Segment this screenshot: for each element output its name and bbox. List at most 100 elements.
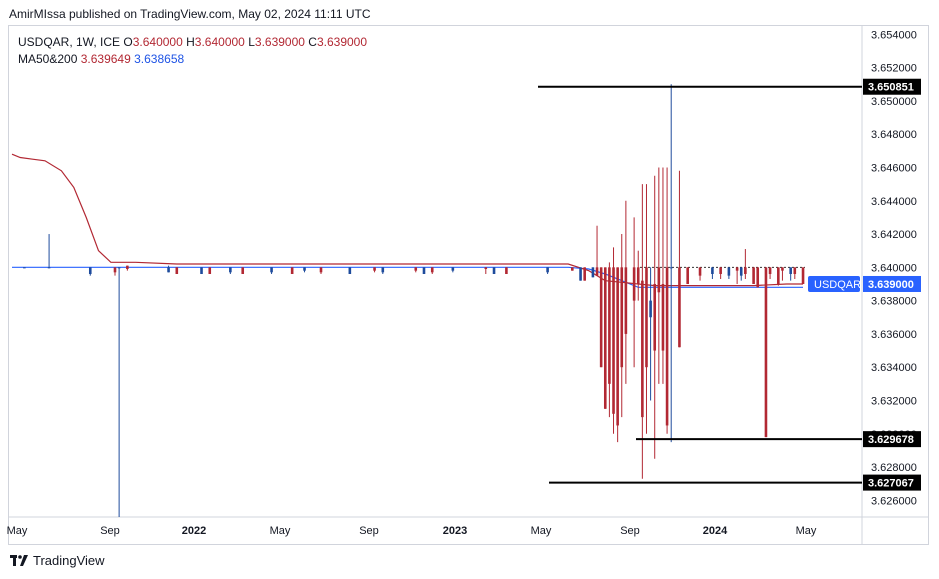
candle-body xyxy=(752,267,755,284)
ma50-line xyxy=(11,153,803,287)
y-tick-label: 3.640000 xyxy=(871,262,917,274)
candle-body xyxy=(23,267,26,269)
close-label: C xyxy=(308,35,317,49)
candle-body xyxy=(484,267,488,270)
candle-body xyxy=(678,267,681,348)
current-price-tag-label: 3.639000 xyxy=(868,279,914,291)
candle-body xyxy=(546,267,549,273)
candle-body xyxy=(632,267,636,301)
candle-body xyxy=(801,267,805,284)
ma200-value: 3.638658 xyxy=(134,52,185,66)
candle-body xyxy=(756,267,760,288)
chart-frame xyxy=(8,25,929,545)
candle-body xyxy=(620,267,624,368)
candle-body xyxy=(657,267,661,293)
candle-body xyxy=(665,267,669,426)
x-axis-label: May xyxy=(270,525,291,537)
candle-body xyxy=(599,267,603,368)
y-tick-label: 3.632000 xyxy=(871,395,917,407)
x-axis-label: Sep xyxy=(359,525,379,537)
x-axis-label: 2022 xyxy=(182,525,206,537)
price-tag xyxy=(863,78,921,95)
candle-body xyxy=(735,267,739,271)
open-value: 3.640000 xyxy=(132,35,183,49)
y-tick-label: 3.638000 xyxy=(871,296,917,308)
y-tick-label: 3.652000 xyxy=(871,63,917,75)
candle-body xyxy=(793,267,797,274)
candle-body xyxy=(303,267,306,271)
candle-body xyxy=(661,283,665,351)
price-tag-label: 3.650851 xyxy=(868,82,914,94)
candle-body xyxy=(117,267,121,269)
x-axis-label: May xyxy=(531,525,552,537)
candle-body xyxy=(649,300,652,318)
tradingview-logo-icon xyxy=(10,554,28,566)
candle-body xyxy=(373,267,376,271)
candle-body xyxy=(113,267,117,273)
candle-body xyxy=(789,267,792,274)
candle-body xyxy=(451,267,455,271)
candle-body xyxy=(414,267,418,271)
candle-body xyxy=(290,267,294,274)
x-axis-label: 2024 xyxy=(703,525,728,537)
candle-body xyxy=(270,267,273,273)
publisher-header: AmirMIssa published on TradingView.com, … xyxy=(9,7,371,21)
price-tag-label: 3.629678 xyxy=(868,434,914,446)
candle-body xyxy=(229,267,232,273)
candle-body xyxy=(241,267,245,274)
price-tag xyxy=(863,431,921,448)
candle-body xyxy=(319,267,323,273)
open-label: O xyxy=(123,35,133,49)
y-tick-label: 3.650000 xyxy=(871,96,917,108)
candle-body xyxy=(595,267,599,276)
symbol-price-tag xyxy=(808,275,860,292)
y-tick-label: 3.636000 xyxy=(871,329,917,341)
candle-body xyxy=(698,267,702,276)
candle-body xyxy=(167,267,170,273)
candle-body xyxy=(711,267,714,274)
ma50-value: 3.639649 xyxy=(80,52,131,66)
y-tick-label: 3.626000 xyxy=(871,495,917,507)
ma-label: MA50&200 xyxy=(18,52,78,66)
candle-body xyxy=(612,267,615,414)
y-tick-label: 3.648000 xyxy=(871,129,917,141)
low-value: 3.639000 xyxy=(254,35,305,49)
candle-body xyxy=(126,265,129,270)
candle-body xyxy=(175,267,179,274)
y-tick-label: 3.642000 xyxy=(871,229,917,241)
price-tag-label: 3.627067 xyxy=(868,478,914,490)
candle-body xyxy=(777,267,780,284)
candle-body xyxy=(88,267,92,274)
ma-legend: MA50&200 3.639649 3.638658 xyxy=(18,52,184,66)
x-axis-label: May xyxy=(796,525,817,537)
candle-body xyxy=(686,267,689,284)
x-axis-label: 2023 xyxy=(443,525,467,537)
candle-body xyxy=(641,280,644,418)
candle-body xyxy=(571,267,574,271)
x-axis-label: May xyxy=(7,525,28,537)
candle-body xyxy=(200,267,203,274)
candle-body xyxy=(583,267,586,281)
y-tick-label: 3.644000 xyxy=(871,196,917,208)
candle-body xyxy=(653,283,657,351)
candle-body xyxy=(616,267,619,426)
candle-body xyxy=(645,267,648,368)
candle-body xyxy=(579,267,582,281)
candle-body xyxy=(381,267,385,273)
ma200-line xyxy=(12,266,803,288)
current-price-tag xyxy=(863,275,921,292)
footer: TradingView xyxy=(10,553,105,568)
y-tick-label: 3.646000 xyxy=(871,162,917,174)
candle-body xyxy=(764,267,768,438)
candle-body xyxy=(492,267,496,274)
ohlc-legend: USDQAR, 1W, ICE O3.640000 H3.640000 L3.6… xyxy=(18,35,367,49)
low-label: L xyxy=(248,35,255,49)
candle-body xyxy=(505,267,508,274)
candle-body xyxy=(781,267,784,271)
candle-body xyxy=(669,267,673,269)
high-value: 3.640000 xyxy=(194,35,245,49)
symbol-label: USDQAR, 1W, ICE xyxy=(18,35,121,49)
candle-body xyxy=(47,267,51,269)
candle-body xyxy=(603,267,607,409)
